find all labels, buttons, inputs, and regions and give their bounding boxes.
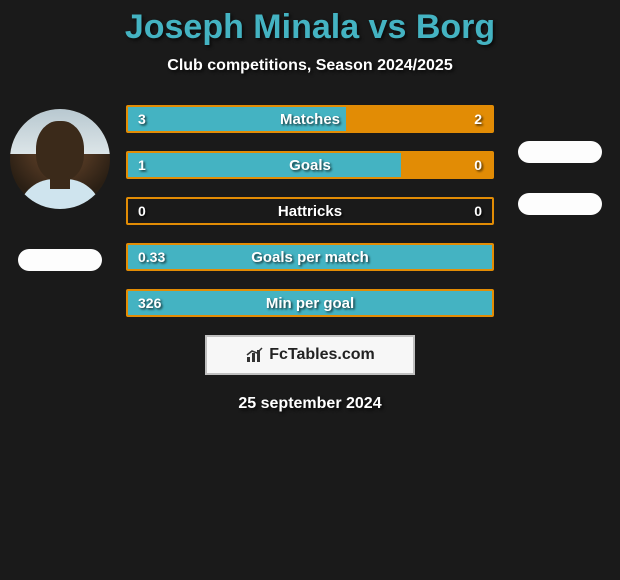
stat-fill-left <box>128 291 492 315</box>
brand-box[interactable]: FcTables.com <box>205 335 415 375</box>
comparison-card: Joseph Minala vs Borg Club competitions,… <box>0 0 620 413</box>
stat-value-right: 0 <box>474 199 482 223</box>
stat-bar: Hattricks0 0 <box>126 197 494 225</box>
stat-bar: Goals per match0.33 <box>126 243 494 271</box>
player-right-name-pill-2 <box>518 193 602 215</box>
brand-text: FcTables.com <box>269 346 375 364</box>
player-left-name-pill <box>18 249 102 271</box>
player-left-avatar <box>10 109 110 209</box>
stat-fill-right <box>346 107 492 131</box>
body-row: Matches32 Goals10 Hattricks0 0 Goals per mat… <box>0 105 620 317</box>
player-right-column <box>500 105 620 215</box>
stat-label: Hattricks <box>128 199 492 223</box>
stat-value-left: 0 <box>138 199 146 223</box>
stat-fill-left <box>128 245 492 269</box>
stat-fill-left <box>128 153 401 177</box>
page-title: Joseph Minala vs Borg <box>0 8 620 47</box>
stat-fill-left <box>128 107 346 131</box>
player-right-name-pill <box>518 141 602 163</box>
stat-bar: Goals10 <box>126 151 494 179</box>
stat-fill-right <box>401 153 492 177</box>
stat-bar: Min per goal326 <box>126 289 494 317</box>
subtitle: Club competitions, Season 2024/2025 <box>0 57 620 75</box>
player-left-column <box>0 105 120 271</box>
chart-icon <box>245 347 265 363</box>
stat-bar: Matches32 <box>126 105 494 133</box>
date-line: 25 september 2024 <box>0 395 620 413</box>
stat-bars: Matches32 Goals10 Hattricks0 0 Goals per mat… <box>120 105 500 317</box>
